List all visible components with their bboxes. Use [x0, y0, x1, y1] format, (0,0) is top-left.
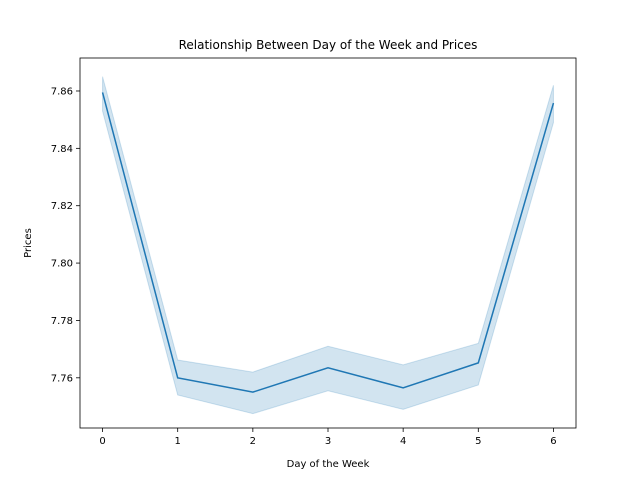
x-tick-label: 6: [550, 436, 556, 447]
x-tick-label: 0: [99, 436, 105, 447]
y-axis: 7.76 7.78 7.80 7.82 7.84 7.86: [51, 86, 80, 384]
confidence-band-layer: [102, 76, 554, 415]
y-tick-label: 7.78: [51, 316, 73, 327]
y-tick-label: 7.84: [51, 144, 73, 155]
series-line: [101, 92, 555, 393]
chart-title: Relationship Between Day of the Week and…: [179, 38, 478, 52]
y-axis-title: Prices: [23, 228, 34, 258]
y-tick-label: 7.82: [51, 201, 73, 212]
confidence-band: [102, 76, 554, 415]
x-tick-label: 1: [175, 436, 181, 447]
x-tick-label: 5: [475, 436, 481, 447]
x-tick-label: 4: [400, 436, 406, 447]
x-axis-title: Day of the Week: [287, 459, 370, 470]
y-tick-label: 7.80: [51, 259, 73, 270]
x-axis: 0 1 2 3 4 5 6: [99, 428, 557, 447]
x-tick-label: 3: [325, 436, 331, 447]
y-tick-label: 7.86: [51, 86, 73, 97]
series-line-layer: [101, 92, 555, 393]
x-tick-label: 2: [250, 436, 256, 447]
y-tick-label: 7.76: [51, 373, 73, 384]
